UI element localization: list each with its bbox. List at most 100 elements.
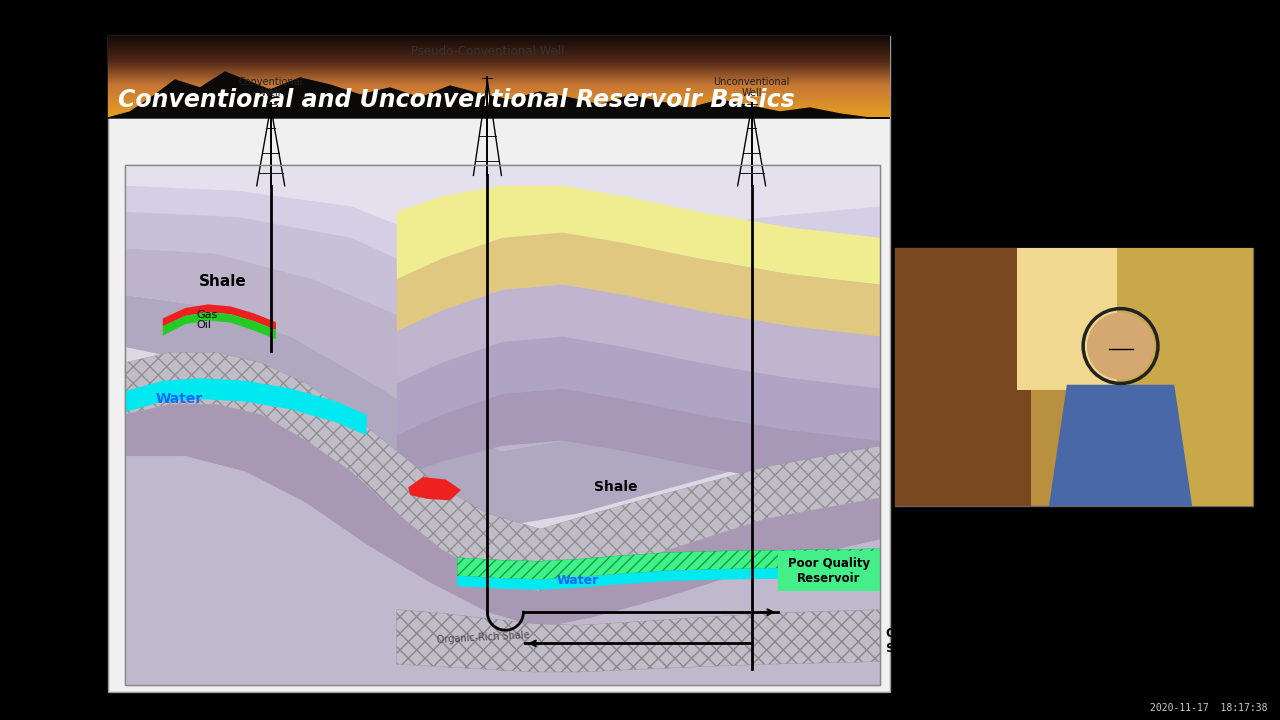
- Bar: [108, 46, 890, 47]
- Bar: [125, 165, 881, 685]
- Bar: [108, 96, 890, 97]
- Polygon shape: [125, 456, 881, 685]
- Bar: [108, 63, 890, 64]
- Polygon shape: [125, 404, 881, 628]
- Polygon shape: [397, 337, 881, 441]
- Bar: [108, 78, 890, 79]
- Polygon shape: [397, 389, 881, 492]
- Bar: [108, 36, 890, 692]
- Bar: [108, 74, 890, 75]
- Bar: [108, 72, 890, 73]
- Bar: [108, 102, 890, 103]
- Bar: [108, 88, 890, 89]
- Bar: [108, 40, 890, 41]
- Bar: [108, 97, 890, 98]
- Bar: [108, 75, 890, 76]
- Bar: [1117, 248, 1253, 506]
- Text: Organic-Rich Shale: Organic-Rich Shale: [436, 630, 530, 644]
- Bar: [108, 51, 890, 52]
- Bar: [108, 91, 890, 92]
- Bar: [108, 94, 890, 95]
- Polygon shape: [457, 567, 881, 590]
- Bar: [108, 106, 890, 107]
- Polygon shape: [125, 212, 881, 373]
- Bar: [108, 116, 890, 117]
- Polygon shape: [125, 352, 881, 591]
- Polygon shape: [163, 305, 276, 330]
- Bar: [108, 103, 890, 104]
- Bar: [108, 60, 890, 61]
- Bar: [108, 61, 890, 62]
- Polygon shape: [1048, 384, 1192, 506]
- Bar: [108, 95, 890, 96]
- Bar: [108, 79, 890, 80]
- Bar: [108, 58, 890, 59]
- Bar: [108, 69, 890, 70]
- Polygon shape: [397, 610, 881, 672]
- Polygon shape: [397, 186, 881, 284]
- Bar: [108, 56, 890, 57]
- Bar: [108, 87, 890, 88]
- Bar: [125, 165, 881, 685]
- Bar: [108, 77, 890, 78]
- Polygon shape: [408, 477, 461, 500]
- Bar: [108, 100, 890, 101]
- Bar: [108, 52, 890, 53]
- Text: Oil: Oil: [197, 320, 211, 330]
- Bar: [108, 107, 890, 108]
- Bar: [108, 117, 890, 118]
- Bar: [108, 42, 890, 43]
- Bar: [108, 104, 890, 105]
- Bar: [108, 54, 890, 55]
- Text: Shale: Shale: [594, 480, 637, 495]
- Polygon shape: [457, 549, 881, 580]
- Bar: [108, 49, 890, 50]
- Bar: [108, 114, 890, 115]
- Bar: [108, 85, 890, 86]
- Text: Pseudo-Conventional Well: Pseudo-Conventional Well: [411, 45, 564, 58]
- Bar: [108, 115, 890, 116]
- Text: Poor Quality
Reservoir: Poor Quality Reservoir: [788, 557, 870, 585]
- Bar: [108, 108, 890, 109]
- Text: Shale: Shale: [200, 274, 247, 289]
- Bar: [108, 55, 890, 56]
- Bar: [108, 50, 890, 51]
- Bar: [108, 111, 890, 112]
- Bar: [108, 81, 890, 82]
- Bar: [108, 99, 890, 100]
- Text: Organic-Rich
Shale: Organic-Rich Shale: [884, 627, 974, 654]
- Bar: [108, 43, 890, 44]
- Bar: [108, 112, 890, 113]
- Polygon shape: [397, 284, 881, 389]
- Bar: [108, 109, 890, 110]
- Polygon shape: [125, 186, 881, 300]
- Bar: [108, 47, 890, 48]
- Bar: [778, 551, 881, 591]
- Bar: [108, 70, 890, 71]
- Bar: [108, 86, 890, 87]
- Bar: [108, 57, 890, 58]
- Bar: [108, 105, 890, 106]
- Bar: [108, 37, 890, 38]
- Bar: [108, 90, 890, 91]
- Bar: [108, 66, 890, 67]
- Polygon shape: [397, 233, 881, 337]
- Polygon shape: [108, 72, 890, 118]
- Bar: [108, 83, 890, 84]
- Bar: [108, 93, 890, 94]
- Bar: [108, 59, 890, 60]
- Bar: [108, 80, 890, 81]
- Bar: [108, 64, 890, 65]
- Text: 2020-11-17  18:17:38: 2020-11-17 18:17:38: [1151, 703, 1268, 713]
- Text: Unconventional
Well: Unconventional Well: [713, 76, 790, 98]
- Bar: [108, 44, 890, 45]
- Polygon shape: [125, 378, 366, 436]
- Bar: [108, 73, 890, 74]
- Bar: [108, 82, 890, 83]
- Text: Water: Water: [155, 392, 202, 406]
- Bar: [108, 38, 890, 39]
- Polygon shape: [125, 248, 881, 451]
- Bar: [108, 101, 890, 102]
- Bar: [108, 76, 890, 77]
- Bar: [108, 62, 890, 63]
